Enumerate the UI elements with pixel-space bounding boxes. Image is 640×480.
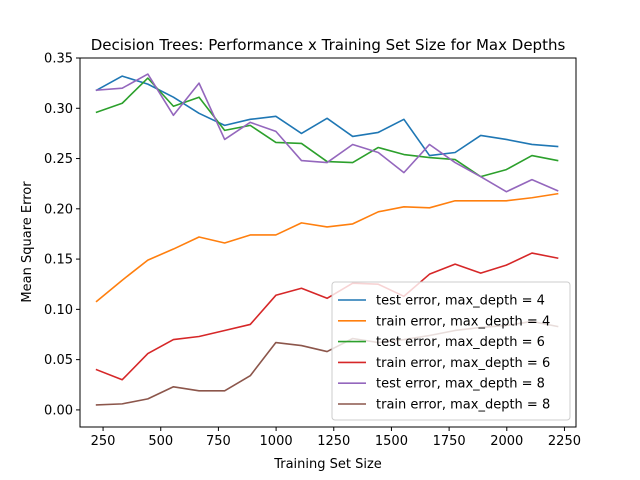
x-tick-label: 1000 <box>260 434 293 449</box>
legend-label-2: train error, max_depth = 4 <box>376 314 550 329</box>
x-tick-label: 250 <box>91 434 116 449</box>
x-axis-title: Training Set Size <box>273 457 382 472</box>
x-tick-label: 750 <box>206 434 231 449</box>
legend-label-1: test error, max_depth = 4 <box>376 294 545 309</box>
legend-box <box>331 281 571 421</box>
legend-label-4: train error, max_depth = 6 <box>376 356 550 371</box>
series-line-5 <box>95 73 559 193</box>
x-tick-label: 1750 <box>433 434 466 449</box>
y-tick-label: 0.20 <box>44 202 73 217</box>
y-tick-label: 0.00 <box>44 403 73 418</box>
x-tick-label: 2250 <box>548 434 581 449</box>
legend-label-6: train error, max_depth = 8 <box>376 398 550 413</box>
legend: test error, max_depth = 4 train error, ma… <box>331 281 571 421</box>
chart-title: Decision Trees: Performance x Training S… <box>91 36 566 54</box>
x-axis: 250 500 750 1000 1250 1500 1750 2000 2250 <box>91 427 581 449</box>
series-line-2 <box>95 192 559 303</box>
y-axis-title: Mean Square Error <box>20 181 35 303</box>
x-tick-label: 500 <box>148 434 173 449</box>
plot-frame <box>79 57 577 428</box>
y-tick-label: 0.25 <box>44 152 73 167</box>
y-tick-label: 0.15 <box>44 253 73 268</box>
y-tick-label: 0.05 <box>44 353 73 368</box>
series-line-4 <box>95 252 559 381</box>
y-tick-label: 0.30 <box>44 102 73 117</box>
legend-label-3: test error, max_depth = 6 <box>376 335 545 350</box>
y-axis: 0.00 0.05 0.10 0.15 0.20 0.25 0.30 0.35 <box>44 52 80 418</box>
series-line-1 <box>95 75 559 157</box>
x-tick-label: 1500 <box>375 434 408 449</box>
x-tick-label: 1250 <box>317 434 350 449</box>
y-tick-label: 0.10 <box>44 303 73 318</box>
x-tick-label: 2000 <box>490 434 523 449</box>
legend-label-5: test error, max_depth = 8 <box>376 377 545 392</box>
y-tick-label: 0.35 <box>44 52 73 67</box>
plot-lines <box>95 73 559 406</box>
